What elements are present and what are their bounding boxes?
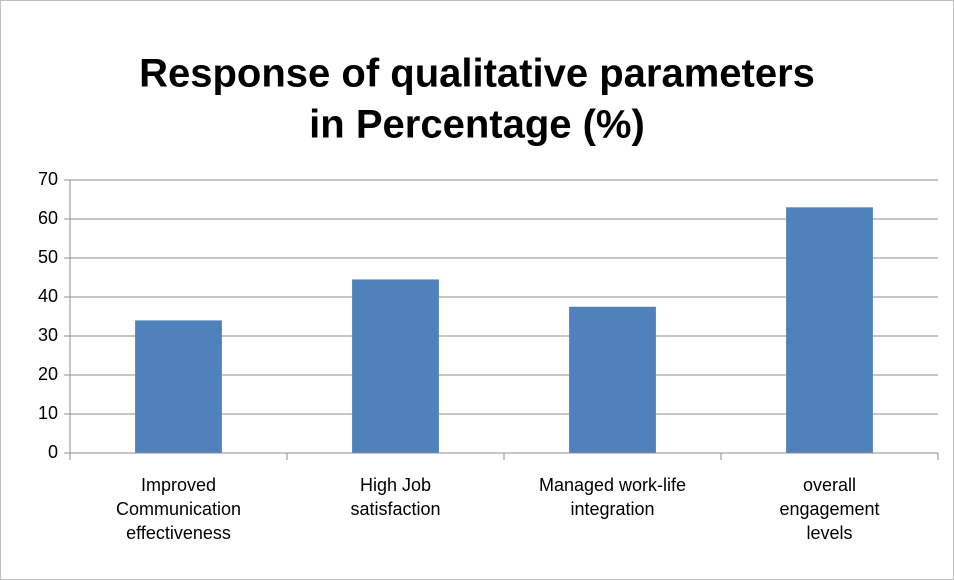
y-tick-label: 30 xyxy=(38,325,58,345)
bar xyxy=(135,320,222,453)
y-tick-label: 0 xyxy=(48,442,58,462)
x-tick-label: High Job satisfaction xyxy=(350,475,441,519)
y-tick-label: 60 xyxy=(38,208,58,228)
bar xyxy=(569,306,656,453)
bar xyxy=(786,207,873,453)
bar xyxy=(352,279,439,453)
x-tick-label: overall engagement levels xyxy=(779,475,880,543)
x-tick-label: Improved Communication effectiveness xyxy=(115,475,242,543)
x-tick-label: Managed work-life integration xyxy=(538,475,687,519)
y-tick-label: 20 xyxy=(38,364,58,384)
y-tick-label: 70 xyxy=(38,169,58,189)
y-tick-label: 50 xyxy=(38,247,58,267)
chart-title: in Percentage (%) xyxy=(309,103,645,147)
y-tick-label: 40 xyxy=(38,286,58,306)
chart-title: Response of qualitative parameters xyxy=(139,52,815,96)
y-tick-label: 10 xyxy=(38,403,58,423)
